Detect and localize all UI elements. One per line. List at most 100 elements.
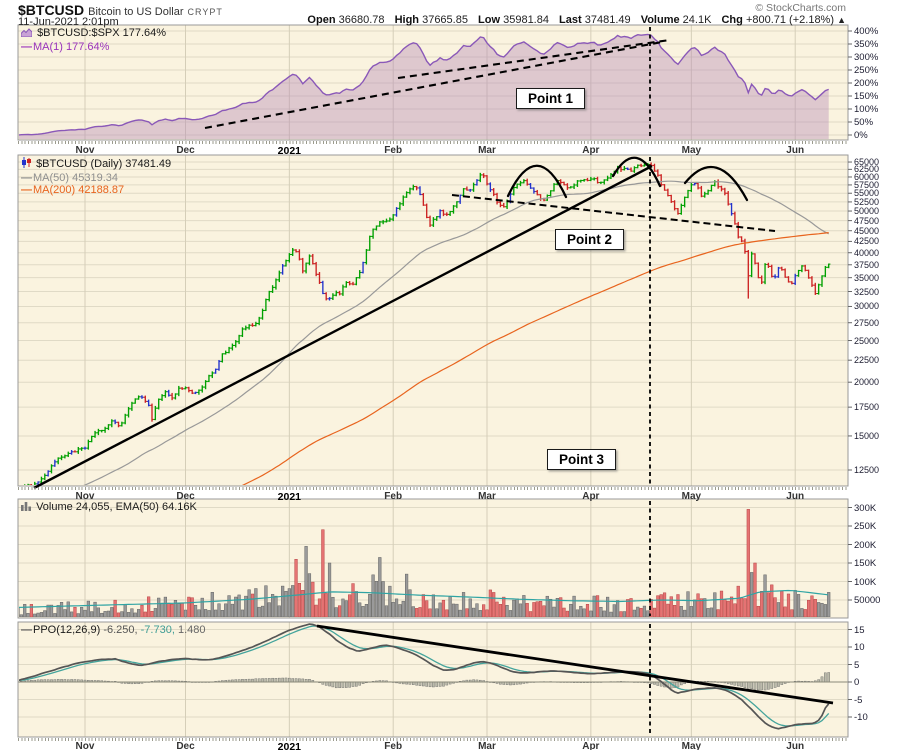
x-tick-label: Apr xyxy=(582,741,600,750)
y-tick-label: 150K xyxy=(854,558,877,569)
y-tick-label: 400% xyxy=(854,26,879,37)
y-tick-label: 350% xyxy=(854,39,879,50)
ma50-line-swatch: — xyxy=(21,171,32,184)
ratio-ma-legend-text: MA(1) 177.64% xyxy=(33,40,110,53)
low-value: 35981.84 xyxy=(503,14,549,26)
x-tick-label: Feb xyxy=(384,145,403,156)
x-tick-label: May xyxy=(681,741,702,750)
x-tick-label: May xyxy=(681,145,702,156)
y-tick-label: 17500 xyxy=(854,402,880,412)
y-axis-ticks xyxy=(848,30,852,718)
x-tick-label: Apr xyxy=(582,491,600,502)
hist-value: 1.480 xyxy=(177,624,206,636)
y-tick-label: 37500 xyxy=(854,260,880,270)
volume-legend: Volume 24,055, EMA(50) 64.16K xyxy=(21,501,197,515)
ratio-trendline-dashed xyxy=(397,38,671,80)
y-tick-label: 200K xyxy=(854,540,877,551)
x-tick-label: Apr xyxy=(582,145,600,156)
signal-value: -7.730, xyxy=(140,624,175,636)
last-label: Last xyxy=(559,14,582,26)
ppo-legend: — PPO(12,26,9) -6.250, -7.730, 1.480 xyxy=(21,624,205,637)
y-tick-label: 42500 xyxy=(854,236,880,246)
x-tick-label: Dec xyxy=(176,145,195,156)
x-tick-label: Feb xyxy=(384,741,403,750)
x-tick-label: Nov xyxy=(75,145,95,156)
y-tick-label: 15000 xyxy=(854,431,880,441)
copyright: © StockCharts.com xyxy=(755,2,846,14)
ppo-line-swatch: — xyxy=(21,624,32,636)
y-tick-label: 20000 xyxy=(854,377,880,387)
shoulder-arc xyxy=(506,164,568,199)
x-tick-label: Mar xyxy=(478,741,496,750)
symbol-exchange: CRYPT xyxy=(187,7,223,17)
neckline-dashed xyxy=(451,194,776,232)
y-tick-label: 52500 xyxy=(854,197,880,207)
x-tick-label: Jun xyxy=(786,491,805,502)
y-tick-label: 22500 xyxy=(854,355,880,365)
gridlines xyxy=(18,25,848,737)
y-tick-label: 10 xyxy=(854,642,865,653)
ma200-line-swatch: — xyxy=(21,184,32,196)
ratio-legend: $BTCUSD:$SPX 177.64% — MA(1) 177.64% xyxy=(20,27,167,53)
ratio-legend-text: $BTCUSD:$SPX 177.64% xyxy=(37,27,167,39)
ma1-line-swatch: — xyxy=(21,40,32,53)
volume-ema-line xyxy=(19,589,829,608)
y-tick-label: 32500 xyxy=(854,287,880,297)
y-tick-label: 25000 xyxy=(854,336,880,346)
x-tick-label: 2021 xyxy=(277,491,302,503)
last-value: 37481.49 xyxy=(584,14,631,26)
shoulder-arc xyxy=(683,165,749,202)
y-tick-label: 65000 xyxy=(854,157,880,167)
y-tick-label: 250% xyxy=(854,65,879,76)
x-axis-ticks-middle xyxy=(18,487,848,490)
volume-label: Volume xyxy=(640,14,680,26)
symbol-title: $BTCUSD xyxy=(18,2,85,18)
y-tick-label: 300% xyxy=(854,52,879,63)
volume-bars xyxy=(19,509,831,617)
y-tick-label: 55000 xyxy=(854,188,880,198)
ppo-legend-label: PPO(12,26,9) xyxy=(33,624,101,636)
y-tick-label: 27500 xyxy=(854,318,880,328)
candlestick-icon xyxy=(21,157,31,172)
y-tick-label: -5 xyxy=(854,695,863,706)
x-tick-label: Nov xyxy=(75,741,95,750)
shoulder-arc xyxy=(611,156,662,188)
ratio-trendline-dashed xyxy=(204,40,663,130)
price-uptrend-line xyxy=(33,164,653,490)
ppo-downtrend-line xyxy=(316,624,834,705)
x-tick-label: Nov xyxy=(75,491,95,502)
ma200-legend-text: MA(200) 42188.87 xyxy=(33,184,125,196)
y-tick-label: 50000 xyxy=(854,206,880,216)
volume-legend-text: Volume 24,055, EMA(50) 64.16K xyxy=(36,501,197,513)
y-tick-label: 0% xyxy=(854,130,868,141)
drawn-annotations xyxy=(33,27,834,736)
header-left: $BTCUSD Bitcoin to US Dollar CRYPT xyxy=(18,2,223,20)
y-tick-label: 100% xyxy=(854,104,879,115)
y-tick-label: 200% xyxy=(854,78,879,89)
annotation-point-2: Point 2 xyxy=(555,229,625,250)
y-tick-label: 300K xyxy=(854,503,877,514)
open-value: 36680.78 xyxy=(338,14,385,26)
symbol-name: Bitcoin to US Dollar xyxy=(88,6,184,18)
bar-chart-icon xyxy=(21,502,31,515)
y-tick-label: 35000 xyxy=(854,273,880,283)
y-tick-label: 50000 xyxy=(854,595,881,606)
x-tick-label: Dec xyxy=(176,741,195,750)
y-tick-label: 62500 xyxy=(854,164,880,174)
chg-label: Chg xyxy=(721,14,743,26)
x-axis-ticks-top xyxy=(18,141,848,144)
ma50-legend-text: MA(50) 45319.34 xyxy=(33,171,118,184)
y-tick-label: 100K xyxy=(854,577,877,588)
x-tick-label: Dec xyxy=(176,491,195,502)
up-arrow-icon: ▲ xyxy=(837,15,846,25)
low-label: Low xyxy=(478,14,501,26)
y-tick-label: 47500 xyxy=(854,216,880,226)
high-value: 37665.85 xyxy=(422,14,468,26)
open-label: Open xyxy=(307,14,336,26)
x-tick-label: Jun xyxy=(786,145,805,156)
price-legend: $BTCUSD (Daily) 37481.49 — MA(50) 45319.3… xyxy=(21,157,171,197)
x-tick-label: Mar xyxy=(478,145,496,156)
high-label: High xyxy=(394,14,420,26)
